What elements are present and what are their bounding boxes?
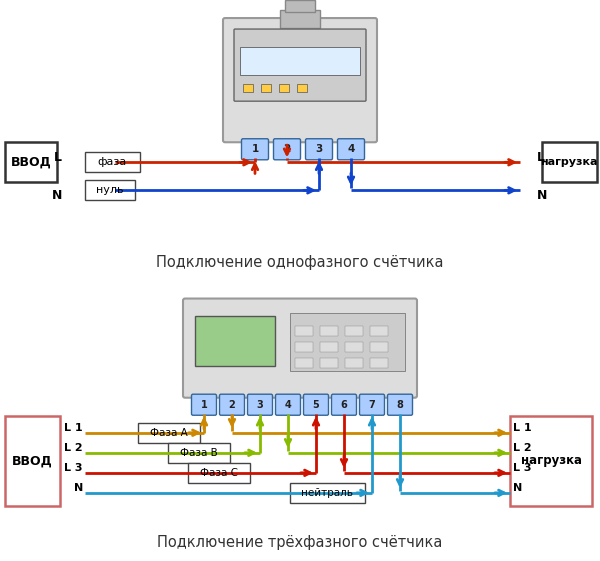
FancyBboxPatch shape <box>183 298 417 398</box>
Text: нуль: нуль <box>96 185 124 195</box>
FancyBboxPatch shape <box>5 416 60 506</box>
Bar <box>195 315 275 366</box>
Bar <box>320 358 338 367</box>
FancyBboxPatch shape <box>359 394 385 415</box>
Bar <box>370 325 388 335</box>
FancyBboxPatch shape <box>274 139 301 160</box>
Text: L 2: L 2 <box>64 443 83 453</box>
Bar <box>345 342 363 352</box>
Text: 3: 3 <box>257 400 263 410</box>
Text: N: N <box>74 483 83 493</box>
Bar <box>261 84 271 92</box>
Text: Фаза В: Фаза В <box>180 448 218 458</box>
Text: ВВОД: ВВОД <box>11 156 52 169</box>
Bar <box>295 358 313 367</box>
FancyBboxPatch shape <box>5 142 57 182</box>
Text: 8: 8 <box>397 400 403 410</box>
FancyBboxPatch shape <box>234 29 366 101</box>
Text: 2: 2 <box>229 400 235 410</box>
Bar <box>295 342 313 352</box>
Text: Подключение трёхфазного счётчика: Подключение трёхфазного счётчика <box>157 535 443 550</box>
Bar <box>280 10 320 28</box>
FancyBboxPatch shape <box>304 394 329 415</box>
FancyBboxPatch shape <box>305 139 332 160</box>
Text: L: L <box>54 151 62 164</box>
Text: 4: 4 <box>284 400 292 410</box>
Text: L: L <box>537 151 545 164</box>
Text: Фаза А: Фаза А <box>150 428 188 438</box>
FancyBboxPatch shape <box>191 394 217 415</box>
FancyBboxPatch shape <box>510 416 592 506</box>
Text: 7: 7 <box>368 400 376 410</box>
Text: 1: 1 <box>251 144 259 154</box>
Text: нейтраль: нейтраль <box>301 488 353 498</box>
Text: 6: 6 <box>341 400 347 410</box>
FancyBboxPatch shape <box>331 394 356 415</box>
FancyBboxPatch shape <box>223 18 377 142</box>
Text: N: N <box>537 189 547 202</box>
Text: Подключение однофазного счётчика: Подключение однофазного счётчика <box>156 255 444 270</box>
Text: 4: 4 <box>347 144 355 154</box>
FancyBboxPatch shape <box>138 423 200 443</box>
Bar <box>290 312 405 371</box>
Text: Фаза С: Фаза С <box>200 468 238 478</box>
Bar <box>345 325 363 335</box>
Bar <box>279 84 289 92</box>
Text: L 3: L 3 <box>513 463 532 473</box>
Text: нагрузка: нагрузка <box>540 157 598 167</box>
FancyBboxPatch shape <box>337 139 365 160</box>
Text: ВВОД: ВВОД <box>11 454 52 467</box>
FancyBboxPatch shape <box>188 463 250 483</box>
Text: 2: 2 <box>283 144 290 154</box>
Text: L 3: L 3 <box>65 463 83 473</box>
FancyBboxPatch shape <box>85 180 135 200</box>
FancyBboxPatch shape <box>248 394 272 415</box>
Bar <box>370 358 388 367</box>
Bar <box>240 47 360 75</box>
Text: L 2: L 2 <box>513 443 532 453</box>
FancyBboxPatch shape <box>220 394 245 415</box>
Bar <box>320 342 338 352</box>
Text: 1: 1 <box>200 400 208 410</box>
Bar <box>285 0 315 12</box>
FancyBboxPatch shape <box>388 394 413 415</box>
Text: L 1: L 1 <box>64 423 83 433</box>
Bar <box>243 84 253 92</box>
FancyBboxPatch shape <box>241 139 269 160</box>
Bar <box>370 342 388 352</box>
Text: фаза: фаза <box>97 157 127 167</box>
FancyBboxPatch shape <box>168 443 230 463</box>
Bar <box>320 325 338 335</box>
Text: 3: 3 <box>316 144 323 154</box>
Text: L 1: L 1 <box>513 423 532 433</box>
FancyBboxPatch shape <box>542 142 597 182</box>
Bar <box>297 84 307 92</box>
FancyBboxPatch shape <box>290 483 365 503</box>
FancyBboxPatch shape <box>275 394 301 415</box>
Bar <box>345 358 363 367</box>
Text: N: N <box>513 483 522 493</box>
Text: 5: 5 <box>313 400 319 410</box>
Text: N: N <box>52 189 62 202</box>
Text: нагрузка: нагрузка <box>521 454 581 467</box>
Bar <box>295 325 313 335</box>
FancyBboxPatch shape <box>85 152 140 172</box>
